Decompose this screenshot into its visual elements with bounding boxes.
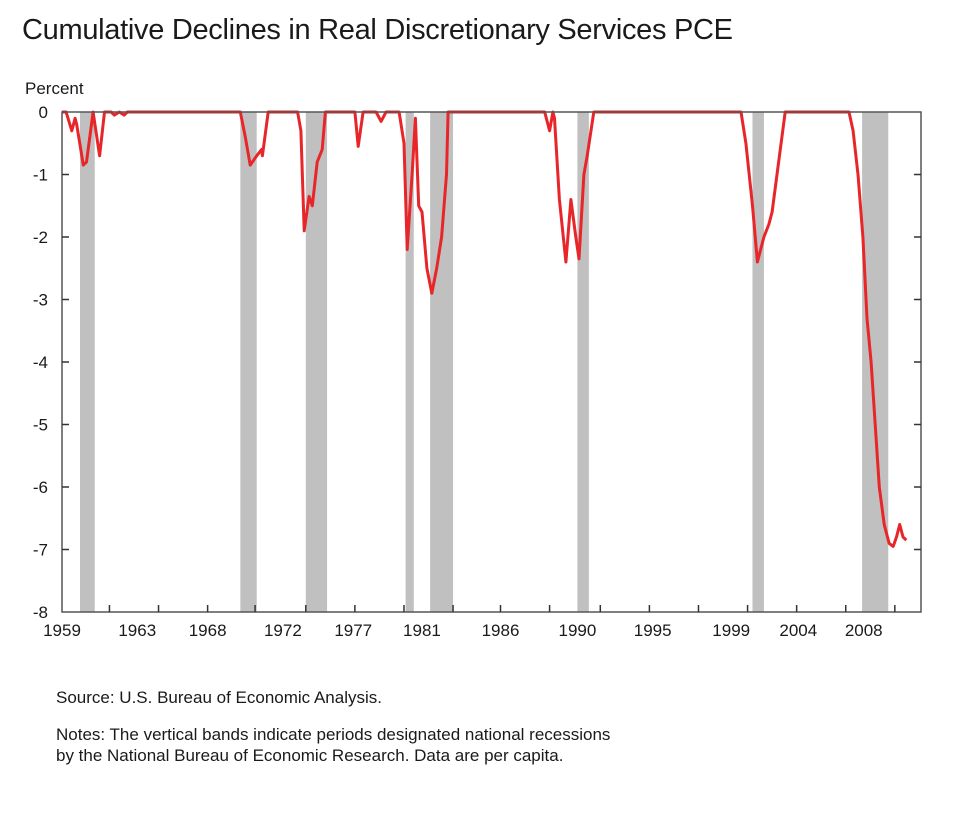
y-tick-label: -4 <box>33 353 48 372</box>
recession-band <box>862 112 889 612</box>
y-tick-label: -8 <box>33 603 48 622</box>
x-tick-label: 1968 <box>189 621 227 640</box>
source-note: Source: U.S. Bureau of Economic Analysis… <box>56 688 382 707</box>
recession-band <box>240 112 257 612</box>
recession-bands <box>79 112 889 612</box>
x-tick-label: 1972 <box>264 621 302 640</box>
notes-line-1: Notes: The vertical bands indicate perio… <box>56 725 611 744</box>
recession-band <box>577 112 589 612</box>
recession-band <box>79 112 95 612</box>
y-axis-label: Percent <box>25 79 84 98</box>
x-axis: 1959 1963 1968 1972 1977 1981 1986 1990 1995 1999… <box>43 605 896 640</box>
x-tick-label: 1977 <box>334 621 372 640</box>
notes-line-2: by the National Bureau of Economic Resea… <box>56 746 564 765</box>
y-tick-label: 0 <box>39 103 48 122</box>
x-tick-label: 2008 <box>845 621 883 640</box>
y-tick-label: -5 <box>33 416 48 435</box>
x-tick-label: 2004 <box>779 621 817 640</box>
recession-band <box>752 112 764 612</box>
notes: Notes: The vertical bands indicate perio… <box>56 724 836 766</box>
recession-band <box>430 112 454 612</box>
plot-frame <box>61 111 922 613</box>
x-tick-label: 1959 <box>43 621 81 640</box>
x-tick-label: 1999 <box>712 621 750 640</box>
chart-title: Cumulative Declines in Real Discretionar… <box>22 14 733 46</box>
series-line <box>62 110 908 548</box>
y-tick-label: -3 <box>33 291 48 310</box>
series-line-group <box>62 110 908 548</box>
y-tick-label: -6 <box>33 478 48 497</box>
x-tick-label: 1990 <box>558 621 596 640</box>
y-tick-label: -1 <box>33 166 48 185</box>
x-tick-label: 1995 <box>634 621 672 640</box>
x-tick-label: 1986 <box>482 621 520 640</box>
x-tick-label: 1963 <box>118 621 156 640</box>
y-tick-label: -2 <box>33 228 48 247</box>
recession-band <box>405 112 414 612</box>
y-axis: 0 -1 -2 -3 -4 -5 -6 -7 -8 <box>33 103 921 622</box>
x-tick-label: 1981 <box>403 621 441 640</box>
y-tick-label: -7 <box>33 541 48 560</box>
recession-band <box>305 112 328 612</box>
